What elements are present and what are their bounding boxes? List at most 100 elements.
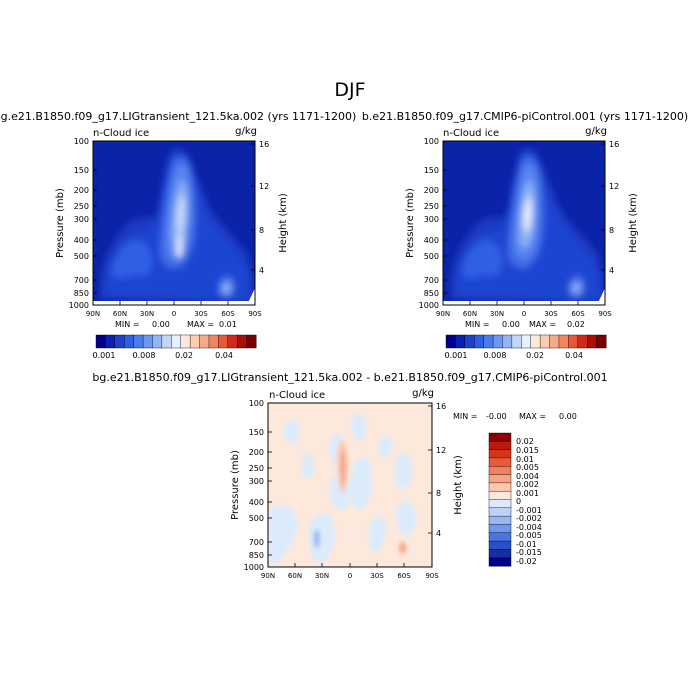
colorbar-label: 0.001	[445, 351, 468, 360]
y-tick: 200	[74, 186, 89, 195]
colorbar-swatch	[577, 334, 588, 349]
panel-control-title: b.e21.B1850.f09_g17.CMIP6-piControl.001 …	[362, 110, 688, 123]
panel-difference-title: bg.e21.B1850.f09_g17.LIGtransient_121.5k…	[92, 371, 607, 384]
colorbar-swatch	[530, 334, 541, 349]
colorbar-swatch	[488, 540, 512, 550]
y-tick: 1000	[69, 301, 89, 310]
x-tick: 60N	[463, 310, 477, 318]
panel-lig-colorbar	[95, 334, 257, 349]
height-tick: 8	[259, 226, 264, 235]
max-value: 0.01	[219, 320, 237, 329]
colorbar-swatch	[596, 334, 607, 349]
colorbar-label: 0.04	[565, 351, 583, 360]
colorbar-label: 0.005	[516, 463, 539, 472]
panel-control-units: g/kg	[585, 126, 607, 137]
colorbar-swatch	[492, 334, 503, 349]
colorbar-swatch	[124, 334, 135, 349]
colorbar-swatch	[189, 334, 201, 349]
min-value: -0.00	[486, 412, 507, 421]
panel-difference-x-ticks: 90N 60N 30N 0 30S 60S 90S	[261, 572, 439, 580]
colorbar-label: 0.02	[526, 351, 544, 360]
y-tick: 400	[74, 236, 89, 245]
x-tick: 0	[522, 310, 526, 318]
page-title: DJF	[334, 79, 365, 101]
panel-control-y-ticks: 100 150 200 250 300 400 500 700 850 1000	[419, 137, 439, 310]
colorbar-swatch	[488, 532, 512, 542]
height-tick: 12	[436, 446, 446, 455]
colorbar-swatch	[488, 515, 512, 525]
panel-lig-stats: MIN = 0.00 MAX = 0.01	[115, 320, 237, 329]
panel-control-x-ticks: 90N 60N 30N 0 30S 60S 90S	[436, 310, 612, 318]
panel-control-field	[443, 141, 605, 305]
colorbar-label: 0.008	[484, 351, 507, 360]
panel-control-ylabel: Pressure (mb)	[405, 188, 416, 258]
colorbar-label: 0.004	[516, 472, 539, 481]
panel-difference-stats: MIN = -0.00 MAX = 0.00	[453, 412, 577, 421]
colorbar-swatch	[521, 334, 532, 349]
max-label: MAX =	[529, 320, 556, 329]
panel-lig-colorbar-labels: 0.001 0.008 0.02 0.04	[93, 351, 233, 360]
y-tick: 250	[424, 202, 439, 211]
y-tick: 100	[424, 137, 439, 146]
height-tick: 8	[609, 226, 614, 235]
panel-control-stats: MIN = 0.00 MAX = 0.02	[465, 320, 585, 329]
y-tick: 100	[249, 399, 264, 408]
panel-lig-y-ticks: 100 150 200 250 300 400 500 700 850 1000	[69, 137, 89, 310]
colorbar-swatch	[218, 334, 229, 349]
y-tick: 500	[249, 514, 264, 523]
panel-lig-ylabel-right: Height (km)	[278, 193, 289, 253]
panel-lig: bg.e21.B1850.f09_g17.LIGtransient_121.5k…	[0, 110, 356, 360]
colorbar-swatch	[105, 334, 116, 349]
y-tick: 1000	[244, 563, 264, 572]
colorbar-swatch	[488, 557, 512, 567]
height-tick: 12	[609, 182, 619, 191]
colorbar-label: 0.02	[175, 351, 193, 360]
y-tick: 200	[424, 186, 439, 195]
y-tick: 150	[249, 428, 264, 437]
panel-difference-height-ticks: 16 12 8 4	[436, 402, 446, 538]
x-tick: 60S	[397, 572, 411, 580]
colorbar-swatch	[455, 334, 466, 349]
panel-lig-title: bg.e21.B1850.f09_g17.LIGtransient_121.5k…	[0, 110, 356, 123]
y-tick: 300	[424, 215, 439, 224]
x-tick: 0	[348, 572, 352, 580]
height-tick: 4	[259, 266, 264, 275]
x-tick: 60S	[221, 310, 235, 318]
colorbar-swatch	[227, 334, 238, 349]
y-tick: 500	[74, 252, 89, 261]
panel-difference-ylabel-right: Height (km)	[453, 455, 464, 515]
x-tick: 60N	[113, 310, 127, 318]
panel-difference-units: g/kg	[412, 388, 434, 399]
panel-control-variable: n-Cloud ice	[443, 128, 499, 139]
y-tick: 100	[74, 137, 89, 146]
y-tick: 300	[74, 215, 89, 224]
panel-difference-ticks	[267, 402, 433, 568]
y-tick: 700	[424, 276, 439, 285]
y-tick: 300	[249, 477, 264, 486]
min-value: 0.00	[502, 320, 520, 329]
colorbar-label: 0	[516, 497, 521, 506]
max-label: MAX =	[187, 320, 214, 329]
panel-control-height-ticks: 16 12 8 4	[609, 140, 619, 275]
max-value: 0.02	[567, 320, 585, 329]
colorbar-swatch	[152, 334, 163, 349]
colorbar-swatch	[488, 457, 512, 467]
panel-difference-field	[268, 403, 432, 567]
x-tick: 90S	[425, 572, 439, 580]
x-tick: 90N	[436, 310, 450, 318]
panel-control-colorbar-labels: 0.001 0.008 0.02 0.04	[445, 351, 583, 360]
x-tick: 60N	[288, 572, 302, 580]
colorbar-swatch	[488, 432, 512, 442]
colorbar-swatch	[246, 334, 257, 349]
colorbar-swatch	[488, 499, 512, 509]
panel-lig-height-ticks: 16 12 8 4	[259, 140, 269, 275]
y-tick: 150	[74, 166, 89, 175]
colorbar-label: 0.02	[516, 437, 534, 446]
y-tick: 1000	[419, 301, 439, 310]
colorbar-swatch	[161, 334, 172, 349]
colorbar-swatch	[488, 549, 512, 559]
colorbar-swatch	[539, 334, 551, 349]
y-tick: 850	[74, 289, 89, 298]
min-value: 0.00	[152, 320, 170, 329]
panel-lig-x-ticks: 90N 60N 30N 0 30S 60S 90S	[86, 310, 262, 318]
